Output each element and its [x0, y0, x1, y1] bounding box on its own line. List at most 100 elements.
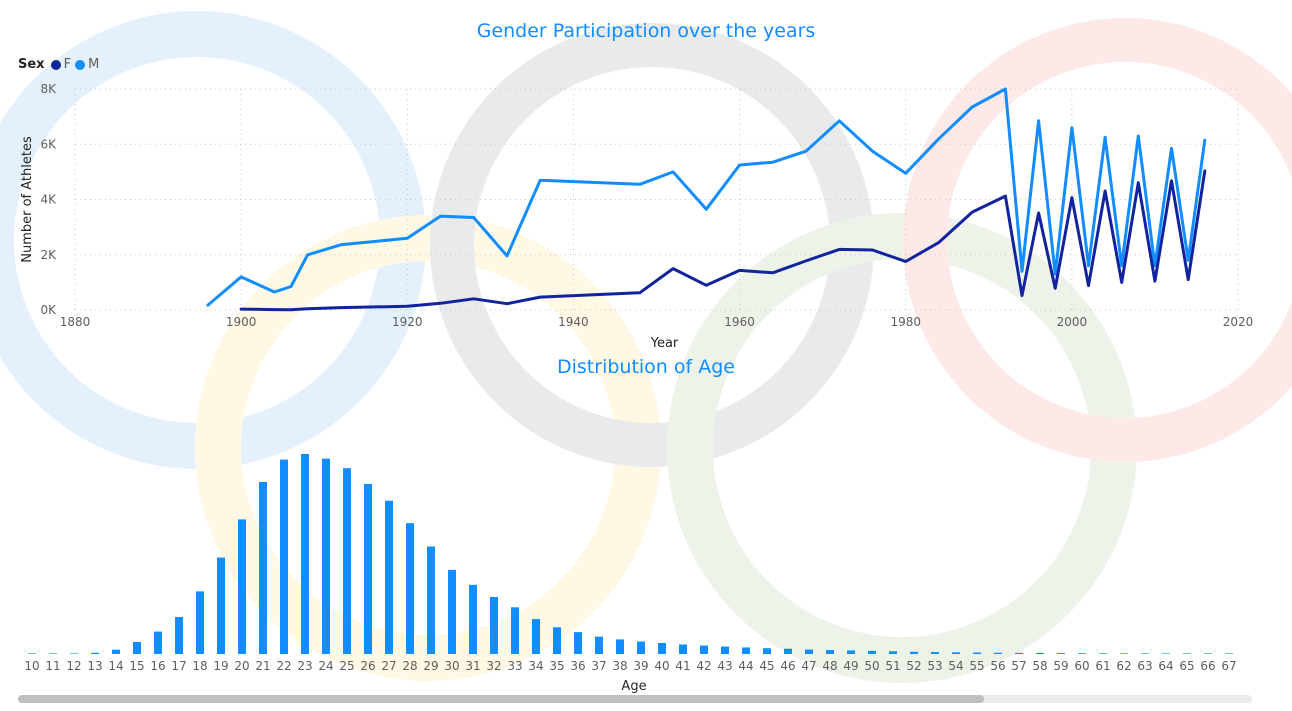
bar-age-16 — [154, 631, 162, 654]
x-tick-label: 52 — [906, 659, 921, 673]
horizontal-scrollbar[interactable] — [18, 695, 1252, 703]
bar-age-64 — [1162, 653, 1170, 654]
legend: Sex F M — [18, 57, 103, 72]
x-tick-label: 18 — [192, 659, 207, 673]
x-tick-label: 24 — [318, 659, 333, 673]
x-tick-label: 38 — [612, 659, 627, 673]
x-tick-label: 44 — [738, 659, 753, 673]
bar-age-13 — [91, 652, 99, 654]
bar-age-24 — [322, 458, 330, 654]
x-tick-label: 2020 — [1223, 315, 1254, 329]
bar-age-31 — [469, 584, 477, 654]
bar-age-66 — [1204, 653, 1212, 654]
bar-age-57 — [1015, 652, 1023, 654]
x-tick-label: 30 — [444, 659, 459, 673]
x-tick-label: 65 — [1179, 659, 1194, 673]
x-tick-label: 12 — [66, 659, 81, 673]
bar-age-11 — [49, 653, 57, 654]
x-tick-label: 21 — [255, 659, 270, 673]
bar-age-29 — [427, 546, 435, 654]
x-tick-label: 23 — [297, 659, 312, 673]
legend-label-f: F — [63, 57, 72, 72]
x-tick-label: 53 — [927, 659, 942, 673]
bar-age-25 — [343, 468, 351, 654]
bar-age-41 — [679, 644, 687, 654]
x-tick-label: 45 — [759, 659, 774, 673]
bar-age-40 — [658, 642, 666, 654]
bar-age-47 — [805, 649, 813, 654]
x-tick-label: 50 — [864, 659, 879, 673]
bar-age-45 — [763, 648, 771, 654]
x-tick-label: 1940 — [558, 315, 589, 329]
bar-age-33 — [511, 607, 519, 654]
x-tick-label: 28 — [402, 659, 417, 673]
bar-age-60 — [1078, 653, 1086, 654]
bar-chart: 10 11 12 13 14 15 16 17 18 19 20 21 22 23 24 25 26 27 28 29… — [24, 454, 1237, 694]
x-tick-label: 51 — [885, 659, 900, 673]
bar-age-56 — [994, 652, 1002, 654]
bar-age-17 — [175, 616, 183, 654]
bar-age-50 — [868, 650, 876, 654]
x-tick-label: 1960 — [724, 315, 755, 329]
scrollbar-thumb[interactable] — [18, 695, 984, 703]
x-tick-label: 67 — [1221, 659, 1236, 673]
x-tick-label: 39 — [633, 659, 648, 673]
x-tick-label: 22 — [276, 659, 291, 673]
x-axis-title: Year — [650, 336, 679, 351]
bar-age-15 — [133, 642, 141, 654]
x-tick-label: 14 — [108, 659, 123, 673]
y-tick-label: 8K — [40, 82, 57, 96]
legend-label-m: M — [88, 57, 100, 72]
bar-age-38 — [616, 639, 624, 654]
bar-age-19 — [217, 557, 225, 654]
bar-age-35 — [553, 627, 561, 654]
bar-age-55 — [973, 652, 981, 654]
y-tick-label: 0K — [40, 303, 57, 317]
legend-item-f[interactable]: F — [50, 57, 72, 72]
x-tick-label: 1980 — [890, 315, 921, 329]
x-tick-label: 2000 — [1057, 315, 1088, 329]
series-line-m — [206, 87, 1207, 307]
bar-age-49 — [847, 650, 855, 654]
bar-age-43 — [721, 646, 729, 654]
x-tick-label: 43 — [717, 659, 732, 673]
x-tick-label: 56 — [990, 659, 1005, 673]
bar-age-37 — [595, 636, 603, 654]
series-line-f — [239, 169, 1207, 312]
bar-age-44 — [742, 647, 750, 654]
bar-age-14 — [112, 649, 120, 654]
bar-age-28 — [406, 523, 414, 654]
x-tick-label: 32 — [486, 659, 501, 673]
x-tick-label: 58 — [1032, 659, 1047, 673]
y-tick-label: 4K — [40, 193, 57, 207]
bar-age-20 — [238, 519, 246, 654]
x-axis-title: Age — [621, 679, 646, 694]
x-tick-label: 62 — [1116, 659, 1131, 673]
x-tick-label: 49 — [843, 659, 858, 673]
bar-age-12 — [70, 653, 78, 654]
x-tick-label: 16 — [150, 659, 165, 673]
x-tick-label: 63 — [1137, 659, 1152, 673]
x-tick-label: 55 — [969, 659, 984, 673]
x-tick-label: 1900 — [226, 315, 257, 329]
x-tick-label: 27 — [381, 659, 396, 673]
bar-age-65 — [1183, 653, 1191, 654]
x-tick-label: 36 — [570, 659, 585, 673]
x-tick-label: 48 — [822, 659, 837, 673]
x-tick-label: 35 — [549, 659, 564, 673]
bar-age-22 — [280, 459, 288, 654]
x-tick-label: 26 — [360, 659, 375, 673]
legend-item-m[interactable]: M — [75, 57, 99, 72]
x-tick-label: 15 — [129, 659, 144, 673]
x-tick-label: 47 — [801, 659, 816, 673]
y-tick-label: 2K — [40, 248, 57, 262]
x-tick-label: 11 — [45, 659, 60, 673]
x-tick-label: 20 — [234, 659, 249, 673]
x-tick-label: 64 — [1158, 659, 1173, 673]
y-axis-title: Number of Athletes — [20, 136, 35, 263]
legend-dot-f — [50, 59, 61, 70]
bar-age-53 — [931, 652, 939, 654]
bar-age-61 — [1099, 653, 1107, 654]
bar-age-39 — [637, 641, 645, 654]
x-tick-label: 31 — [465, 659, 480, 673]
